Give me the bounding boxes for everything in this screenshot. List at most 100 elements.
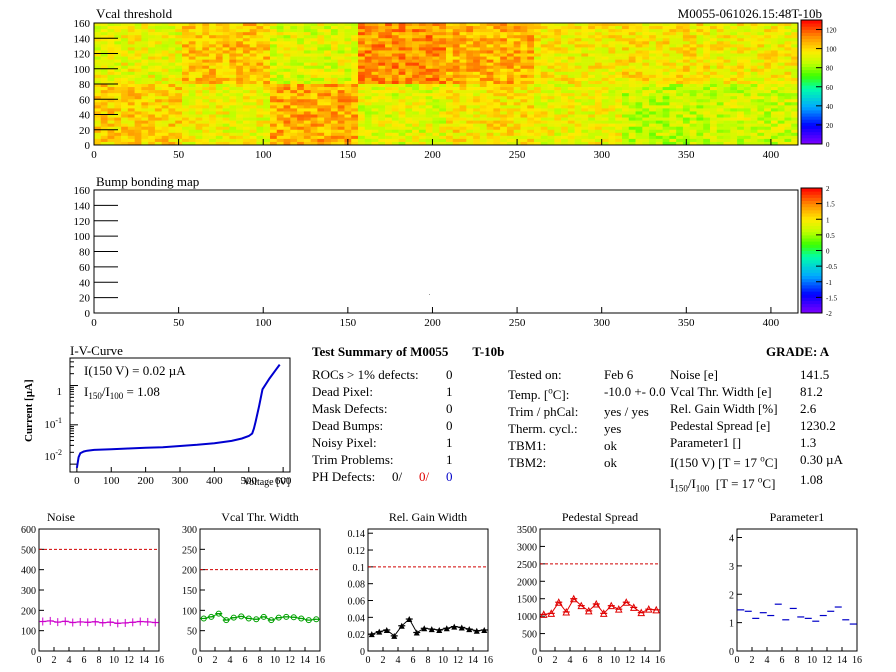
map-cell: [710, 102, 718, 106]
map-cell: [601, 117, 609, 121]
map-cell: [615, 123, 623, 127]
map-cell: [737, 80, 745, 85]
map-cell: [730, 99, 738, 103]
map-cell: [743, 32, 751, 36]
map-cell: [114, 135, 122, 140]
map-cell: [391, 74, 399, 79]
map-cell: [561, 102, 569, 106]
ph-defect-value-1: 0/: [392, 469, 403, 484]
map-cell: [324, 74, 332, 79]
map-cell: [750, 32, 758, 36]
map-cell: [588, 105, 596, 109]
map-cell: [351, 50, 359, 54]
map-cell: [716, 80, 724, 85]
map-cell: [567, 99, 575, 103]
map-cell: [263, 117, 271, 121]
map-cell: [209, 23, 217, 27]
map-cell: [236, 120, 244, 124]
map-cell: [317, 126, 325, 131]
map-cell: [242, 29, 250, 33]
colorbar-cell: [801, 225, 822, 230]
map-cell: [737, 90, 745, 94]
map-cell: [682, 117, 690, 121]
map-cell: [168, 135, 176, 140]
map-cell: [669, 114, 677, 118]
plot-point: [614, 605, 623, 613]
map-cell: [622, 105, 630, 109]
map-cell: [554, 126, 562, 131]
map-cell: [730, 80, 738, 85]
map-cell: [121, 77, 129, 82]
map-cell: [615, 138, 623, 143]
map-cell: [662, 41, 670, 45]
map-cell: [351, 117, 359, 121]
map-cell: [486, 138, 494, 143]
map-cell: [743, 53, 751, 57]
map-cell: [270, 129, 278, 134]
map-cell: [723, 135, 731, 140]
map-cell: [493, 35, 501, 39]
plot-xtick-label: 14: [139, 655, 149, 666]
map-cell: [743, 120, 751, 124]
map-cell: [527, 38, 535, 42]
map-cell: [175, 117, 183, 121]
map-cell: [757, 68, 765, 73]
map-cell: [540, 80, 548, 85]
summary-heading-test: T-10b: [472, 344, 505, 359]
map-cell: [696, 41, 704, 45]
map-cell: [608, 50, 616, 54]
map-cell: [385, 71, 393, 76]
param-row: Rel. Gain Width [%] 2.6: [670, 400, 816, 417]
map-cell: [297, 68, 305, 73]
map-cell: [317, 123, 325, 127]
map-cell: [696, 65, 704, 70]
map-cell: [310, 90, 318, 94]
map-cell: [297, 114, 305, 118]
map-cell: [114, 114, 122, 118]
map-cell: [398, 68, 406, 73]
map-cell: [642, 38, 650, 42]
map-cell: [182, 68, 190, 73]
map-cell: [107, 108, 115, 112]
map-cell: [337, 117, 345, 121]
map-cell: [351, 38, 359, 42]
map-cell: [567, 56, 575, 60]
map-cell: [540, 77, 548, 82]
map-cell: [446, 114, 454, 118]
plot-series-line: [203, 613, 317, 621]
map-cell: [486, 126, 494, 131]
map-cell: [506, 123, 514, 127]
map-cell: [188, 47, 196, 51]
map-cell: [710, 114, 718, 118]
map-cell: [344, 65, 352, 70]
map-cell: [642, 68, 650, 73]
map-cell: [567, 44, 575, 48]
map-cell: [710, 120, 718, 124]
map-cell: [628, 123, 636, 127]
map-cell: [615, 23, 623, 27]
map-cell: [676, 50, 684, 54]
map-cell: [628, 41, 636, 45]
map-cell: [378, 111, 386, 115]
map-cell: [601, 71, 609, 76]
map-cell: [175, 62, 183, 66]
map-cell: [127, 93, 135, 97]
map-cell: [256, 56, 264, 60]
map-cell: [500, 74, 508, 79]
map-cell: [256, 77, 264, 82]
colorbar-cell: [801, 266, 822, 270]
map-cell: [263, 87, 271, 91]
map-cell: [723, 41, 731, 45]
map-cell: [594, 59, 602, 63]
map-cell: [236, 74, 244, 79]
map-cell: [730, 62, 738, 66]
colorbar-cell: [801, 219, 822, 223]
map-cell: [107, 141, 115, 146]
map-cell: [730, 114, 738, 118]
map-cell: [770, 117, 778, 121]
map-cell: [459, 53, 467, 57]
map-cell: [283, 117, 291, 121]
map-cell: [405, 62, 413, 66]
map-cell: [703, 38, 711, 42]
map-cell: [222, 129, 230, 134]
